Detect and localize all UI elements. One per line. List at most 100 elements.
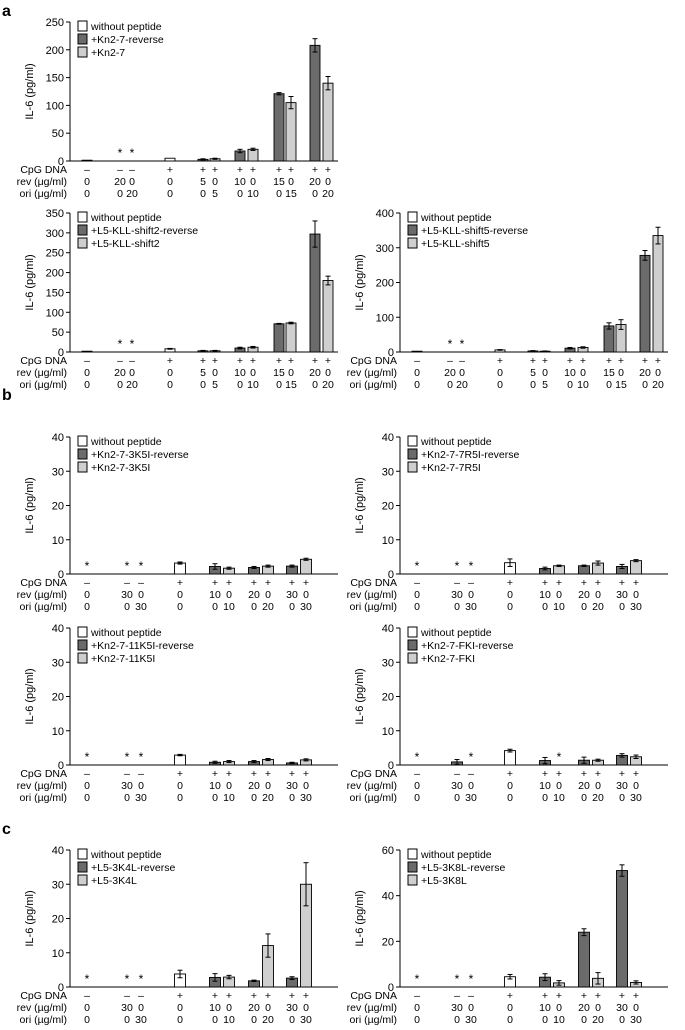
cond-rev: 30 [286, 1002, 298, 1014]
row-label-rev: rev (µg/ml) [347, 1002, 397, 1014]
cond-cpg: + [567, 355, 573, 367]
cond-rev: 5 [200, 367, 206, 379]
cond-rev: 20 [114, 367, 126, 379]
row-label-cpg: CpG DNA [350, 990, 397, 1002]
legend-label-0: without peptide [420, 627, 492, 639]
cond-ori: 0 [200, 188, 206, 200]
cond-rev: 10 [539, 780, 551, 792]
cond-cpg: – [459, 355, 465, 367]
row-label-rev: rev (μg/ml) [347, 367, 397, 379]
star-marker: * [460, 337, 465, 351]
cond-ori: 0 [251, 601, 257, 613]
cond-rev: 0 [655, 367, 661, 379]
y-tick-label: 40 [382, 432, 394, 444]
star-marker: * [448, 337, 453, 351]
cond-cpg: – [124, 768, 130, 780]
y-axis-label: IL-6 (pg/ml) [354, 890, 366, 946]
cond-rev: 20 [444, 367, 456, 379]
legend-swatch-0 [407, 848, 418, 860]
cond-ori: 10 [247, 379, 259, 391]
y-tick-label: 30 [52, 466, 64, 478]
cond-rev: 0 [265, 1002, 271, 1014]
y-tick-label: 100 [46, 307, 64, 319]
legend-swatch-1 [77, 224, 88, 236]
bar [285, 322, 297, 353]
cond-ori: 0 [530, 379, 536, 391]
legend-label-2: +Kn2-7-3K5I [91, 462, 150, 474]
cond-ori: 15 [285, 379, 297, 391]
legend-swatch-2 [407, 874, 418, 886]
cond-rev: 0 [595, 589, 601, 601]
cond-rev: 10 [209, 780, 221, 792]
bar [322, 280, 334, 353]
y-tick-label: 300 [376, 243, 394, 255]
cond-rev: 30 [286, 780, 298, 792]
bar [285, 102, 297, 162]
legend-swatch-2 [77, 461, 88, 473]
cond-cpg: + [633, 768, 639, 780]
legend-label-0: without peptide [420, 436, 492, 448]
cond-cpg: + [595, 577, 601, 589]
cond-ori: 10 [577, 379, 589, 391]
y-tick-label: 40 [52, 845, 64, 857]
cond-ori: 0 [289, 792, 295, 804]
cond-cpg: – [454, 990, 460, 1002]
cond-rev: 0 [595, 780, 601, 792]
y-tick-label: 30 [52, 657, 64, 669]
cond-cpg: – [454, 577, 460, 589]
section-label-a: a [2, 3, 11, 20]
cond-cpg: + [276, 355, 282, 367]
cond-rev: 20 [309, 176, 321, 188]
cond-ori: 0 [581, 1014, 587, 1026]
cond-ori: 5 [542, 379, 548, 391]
legend-swatch-0 [407, 435, 418, 447]
legend-swatch-0 [407, 626, 418, 638]
legend-swatch-0 [77, 435, 88, 447]
cond-rev: 0 [167, 176, 173, 188]
cond-ori: 20 [262, 601, 274, 613]
bar [652, 235, 664, 353]
cond-cpg: + [212, 990, 218, 1002]
cond-rev: 0 [303, 780, 309, 792]
cond-ori: 5 [212, 379, 218, 391]
cond-cpg: + [303, 577, 309, 589]
cond-cpg: + [212, 768, 218, 780]
cond-cpg: + [542, 355, 548, 367]
cond-rev: 0 [303, 1002, 309, 1014]
cond-cpg: + [167, 164, 173, 176]
y-axis-label: IL-6 (pg/ml) [24, 668, 36, 724]
cond-cpg: + [167, 355, 173, 367]
row-label-rev: rev (µg/ml) [17, 1002, 67, 1014]
y-tick-label: 400 [376, 208, 394, 220]
cond-ori: 15 [615, 379, 627, 391]
legend-label-2: +L5-3K8L [421, 875, 467, 887]
cond-ori: 20 [652, 379, 664, 391]
legend-swatch-2 [77, 874, 88, 886]
star-marker: * [415, 750, 420, 764]
cond-ori: 0 [507, 601, 513, 613]
y-tick-label: 20 [382, 936, 394, 948]
cond-cpg: + [642, 355, 648, 367]
legend-swatch-1 [77, 861, 88, 873]
cond-cpg: – [414, 355, 420, 367]
cond-cpg: + [507, 577, 513, 589]
cond-ori: 0 [212, 601, 218, 613]
cond-ori: 0 [289, 601, 295, 613]
cond-rev: 0 [288, 367, 294, 379]
y-tick-label: 10 [52, 726, 64, 738]
cond-rev: 20 [114, 176, 126, 188]
row-label-cpg: CpG DNA [20, 990, 67, 1002]
cond-cpg: + [250, 355, 256, 367]
row-label-ori: ori (μg/ml) [350, 379, 397, 391]
cond-rev: 30 [451, 780, 463, 792]
y-tick-label: 60 [382, 845, 394, 857]
cond-rev: 10 [539, 1002, 551, 1014]
cond-cpg: + [212, 355, 218, 367]
cond-ori: 10 [553, 1014, 565, 1026]
cond-ori: 20 [262, 792, 274, 804]
cond-rev: 20 [248, 589, 260, 601]
cond-ori: 20 [592, 601, 604, 613]
cond-ori: 30 [465, 792, 477, 804]
row-label-rev: rev (µg/ml) [347, 780, 397, 792]
